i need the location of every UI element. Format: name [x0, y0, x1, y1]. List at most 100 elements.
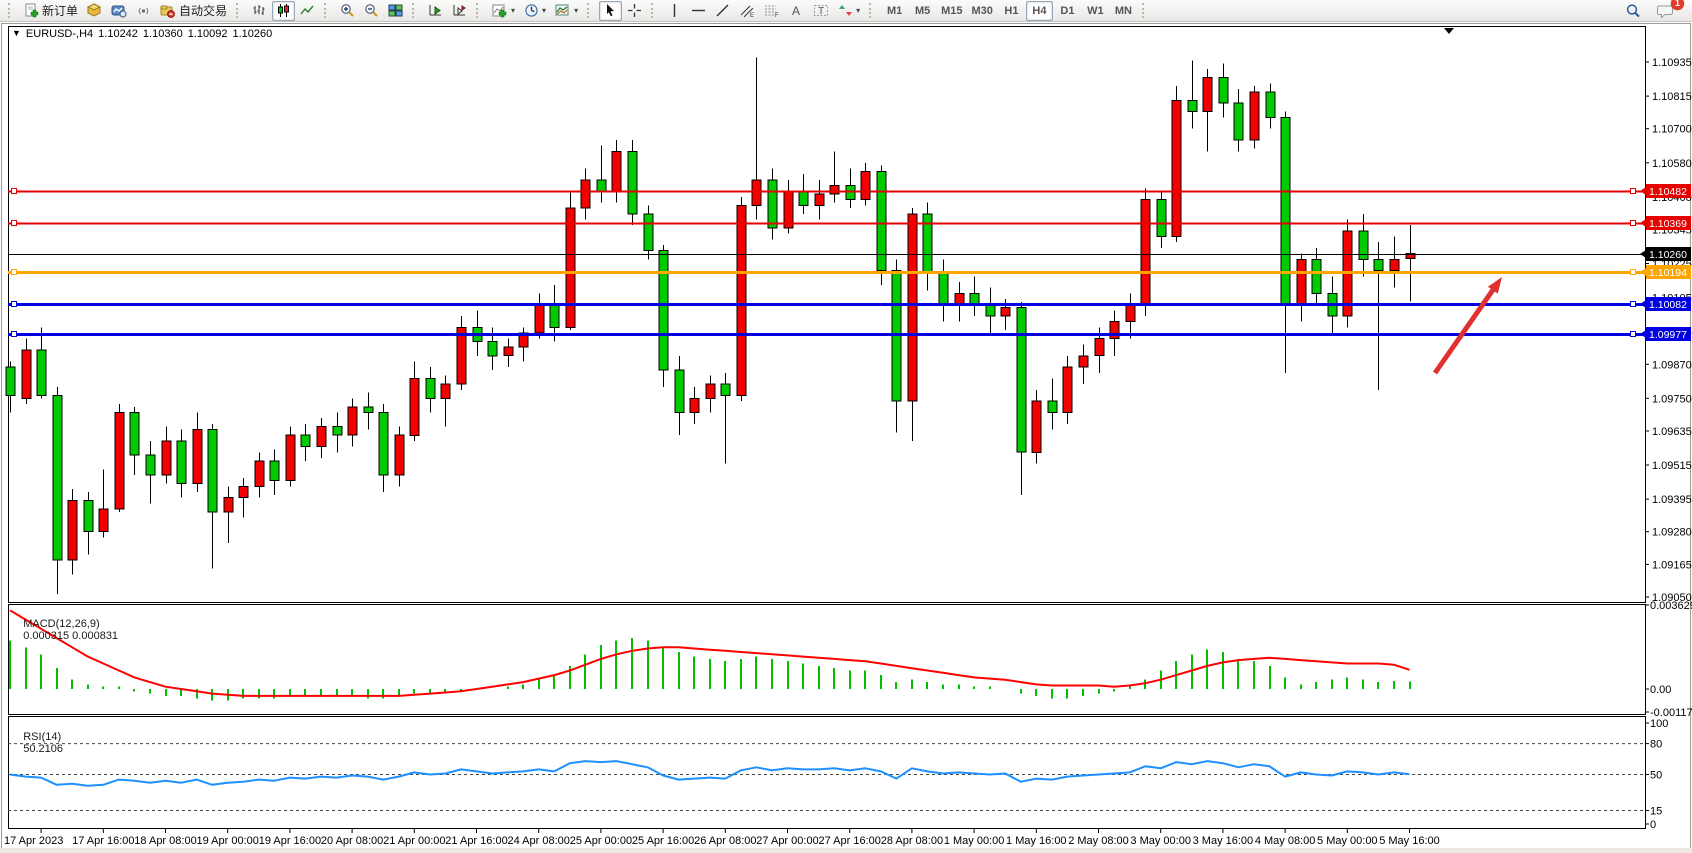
- candle-down: [674, 369, 685, 413]
- collapse-triangle-icon[interactable]: ▼: [12, 28, 21, 38]
- zoom-out-button[interactable]: [360, 1, 383, 21]
- crosshair-button[interactable]: [623, 1, 646, 21]
- main-panel[interactable]: [8, 26, 1646, 603]
- svg-text:0: 0: [1650, 819, 1656, 831]
- svg-text:24 Apr 08:00: 24 Apr 08:00: [508, 835, 570, 847]
- candle-up: [192, 429, 203, 484]
- candle-down: [1358, 230, 1369, 260]
- text-label-button[interactable]: T: [809, 1, 833, 21]
- timeframe-mn-button[interactable]: MN: [1114, 4, 1132, 17]
- line-anchor[interactable]: [11, 331, 17, 337]
- svg-text:1.10482: 1.10482: [1649, 186, 1687, 198]
- svg-text:20 Apr 08:00: 20 Apr 08:00: [321, 835, 383, 847]
- vertical-line-button[interactable]: [663, 1, 686, 21]
- candlestick-icon: [276, 3, 291, 18]
- signals-button[interactable]: [132, 1, 155, 21]
- horizontal-line-icon: [691, 3, 706, 18]
- shapes-button[interactable]: ▾: [834, 1, 864, 21]
- notifications-button[interactable]: 1: [1653, 0, 1684, 21]
- charts-button[interactable]: [107, 1, 131, 21]
- svg-text:5 May 16:00: 5 May 16:00: [1379, 835, 1440, 847]
- rsi-panel[interactable]: [8, 716, 1646, 829]
- line-anchor[interactable]: [1630, 220, 1636, 226]
- line-anchor[interactable]: [11, 269, 17, 275]
- candle-down: [1156, 199, 1167, 238]
- candle-down: [767, 179, 778, 229]
- candle-up: [21, 349, 32, 399]
- candlestick-mode-button[interactable]: [272, 0, 296, 21]
- svg-text:1.09750: 1.09750: [1652, 393, 1692, 405]
- timeframe-d1-button[interactable]: D1: [1060, 4, 1075, 17]
- candle-down: [207, 429, 218, 513]
- line-anchor[interactable]: [1630, 269, 1636, 275]
- auto-scroll-icon: [428, 3, 443, 18]
- tile-windows-button[interactable]: [384, 1, 407, 21]
- candle-down: [1280, 116, 1291, 306]
- text-button[interactable]: A: [785, 1, 808, 21]
- chart-shift-button[interactable]: [448, 1, 471, 21]
- object-marker-triangle[interactable]: [1444, 28, 1454, 34]
- indicators-button[interactable]: ▾: [488, 1, 519, 21]
- candle-down: [1311, 258, 1322, 294]
- candle-down: [1016, 307, 1027, 453]
- new-order-icon: [24, 3, 39, 18]
- candle-up: [67, 500, 78, 561]
- annotation-arrow[interactable]: [1432, 288, 1495, 375]
- horizontal-line-button[interactable]: [687, 1, 710, 21]
- candle-up: [316, 426, 327, 448]
- indicator-axis[interactable]: 0.003629 0.00 -0.001171100 80 50 150: [1645, 600, 1692, 831]
- svg-text:100: 100: [1650, 718, 1668, 730]
- svg-text:5 May 00:00: 5 May 00:00: [1317, 835, 1378, 847]
- line-anchor[interactable]: [1630, 188, 1636, 194]
- timeframe-m30-button[interactable]: M30: [971, 4, 993, 17]
- price-badge: 1.10194: [1640, 265, 1691, 279]
- annotation-arrow-head[interactable]: [1487, 277, 1502, 294]
- fibonacci-button[interactable]: F: [760, 1, 784, 21]
- svg-text:3 May 16:00: 3 May 16:00: [1193, 835, 1254, 847]
- candle-up: [1140, 199, 1151, 306]
- periods-button[interactable]: ▾: [520, 1, 550, 21]
- search-button[interactable]: [1621, 1, 1645, 21]
- candle-down: [83, 500, 94, 533]
- candle-up: [1078, 355, 1089, 368]
- macd-values: 0.000315 0.000831: [23, 630, 119, 642]
- zoom-out-icon: [364, 3, 379, 18]
- auto-scroll-button[interactable]: [424, 1, 447, 21]
- svg-text:1.10194: 1.10194: [1649, 267, 1687, 279]
- timeframe-w1-button[interactable]: W1: [1087, 4, 1104, 17]
- line-anchor[interactable]: [1630, 331, 1636, 337]
- line-anchor[interactable]: [1630, 301, 1636, 307]
- market-watch-button[interactable]: [83, 1, 106, 21]
- candle-up: [503, 346, 514, 357]
- line-anchor[interactable]: [11, 301, 17, 307]
- zoom-in-button[interactable]: [336, 1, 359, 21]
- autotrade-button[interactable]: 自动交易: [156, 1, 231, 21]
- candle-down: [425, 378, 436, 399]
- new-order-button[interactable]: 新订单: [20, 1, 82, 21]
- candle-up: [736, 204, 747, 396]
- candle-down: [1187, 99, 1198, 113]
- bar-chart-icon: [252, 3, 267, 18]
- line-anchor[interactable]: [11, 188, 17, 194]
- bar-chart-mode-button[interactable]: [248, 1, 271, 21]
- text-icon: A: [789, 3, 804, 18]
- line-chart-mode-button[interactable]: [296, 1, 319, 21]
- svg-text:19 Apr 00:00: 19 Apr 00:00: [197, 835, 259, 847]
- time-axis[interactable]: 17 Apr 2023 17 Apr 16:00 18 Apr 08:00 19 Ap…: [4, 829, 1440, 847]
- candle-up: [1000, 307, 1011, 317]
- candle-up: [285, 434, 296, 482]
- candle-down: [845, 185, 856, 201]
- timeframe-h1-button[interactable]: H1: [1004, 4, 1019, 17]
- timeframe-m1-button[interactable]: M1: [886, 4, 903, 17]
- equidistant-channel-button[interactable]: E: [735, 1, 759, 21]
- timeframe-h4-button[interactable]: H4: [1025, 0, 1053, 21]
- macd-panel[interactable]: [8, 604, 1646, 715]
- cursor-button[interactable]: [599, 0, 623, 21]
- templates-button[interactable]: ▾: [551, 1, 582, 21]
- timeframe-m15-button[interactable]: M15: [941, 4, 963, 17]
- trendline-button[interactable]: [711, 1, 734, 21]
- candle-down: [876, 170, 887, 272]
- timeframe-m5-button[interactable]: M5: [914, 4, 931, 17]
- line-anchor[interactable]: [11, 220, 17, 226]
